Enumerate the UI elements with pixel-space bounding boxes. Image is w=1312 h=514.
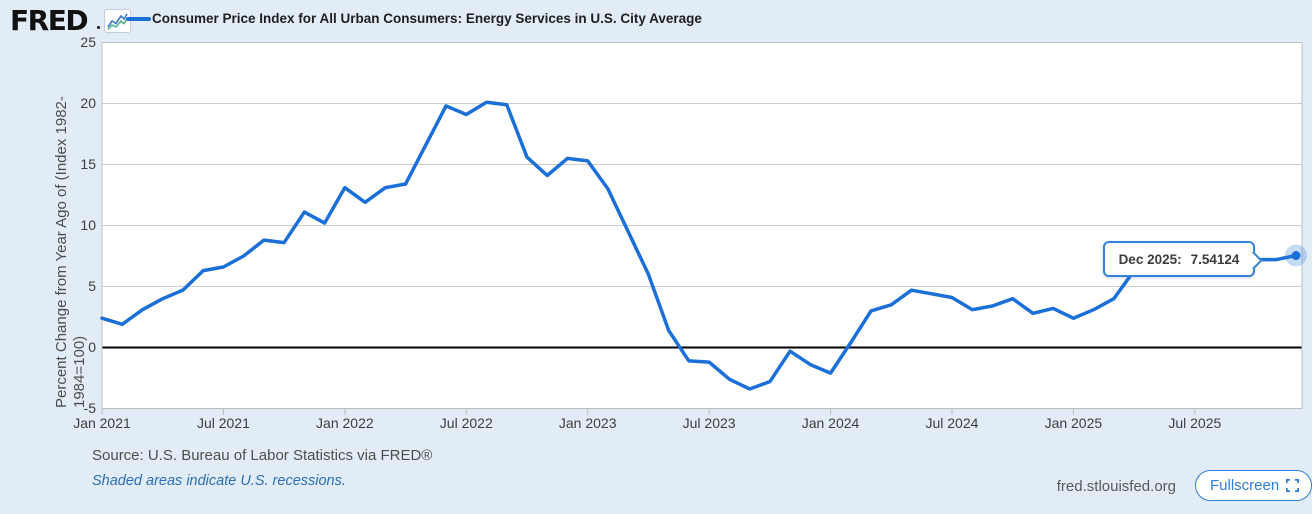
- y-tick-label: 25: [80, 33, 96, 50]
- x-tick-label: Jul 2023: [682, 415, 736, 431]
- fred-logo: FRED: [10, 4, 89, 37]
- fullscreen-icon: [1286, 479, 1300, 492]
- data-line: [100, 100, 1298, 391]
- x-tick-label: Jul 2021: [196, 415, 250, 431]
- recessions-link[interactable]: Shaded areas indicate U.S. recessions.: [92, 473, 346, 489]
- y-tick-label: 0: [88, 338, 96, 355]
- tooltip: Dec 2025: 7.54124: [1103, 241, 1263, 277]
- y-tick-label: 5: [88, 277, 96, 294]
- y-tick-label: 15: [80, 155, 96, 172]
- source-text: Source: U.S. Bureau of Labor Statistics …: [92, 447, 433, 464]
- x-tick-label: Jan 2023: [558, 415, 617, 431]
- x-tick-label: Jan 2025: [1044, 415, 1103, 431]
- plot-border: [101, 42, 1303, 409]
- x-tick-label: Jan 2024: [801, 415, 860, 431]
- fullscreen-button-label: Fullscreen: [1210, 477, 1280, 494]
- x-tick-label: Jan 2021: [73, 415, 131, 431]
- y-tick-label: -5: [83, 399, 96, 416]
- y-tick-label: 20: [80, 94, 96, 111]
- fred-logo-chart-icon: [104, 9, 131, 33]
- highlight-dot: [1291, 250, 1301, 260]
- fullscreen-button[interactable]: Fullscreen: [1195, 470, 1312, 501]
- tooltip-label: Dec 2025:: [1118, 251, 1182, 267]
- x-tick-label: Jul 2022: [439, 415, 493, 431]
- legend-line-swatch: [126, 17, 151, 21]
- tooltip-value: 7.54124: [1190, 251, 1240, 267]
- x-tick-label: Jul 2024: [925, 415, 979, 431]
- fred-url-text: fred.stlouisfed.org: [1056, 478, 1176, 495]
- x-tick-label: Jan 2022: [316, 415, 374, 431]
- registered-mark-dot: [97, 26, 100, 29]
- chart-title: Consumer Price Index for All Urban Consu…: [152, 11, 702, 26]
- x-tick-label: Jul 2025: [1168, 415, 1222, 431]
- y-tick-label: 10: [80, 216, 96, 233]
